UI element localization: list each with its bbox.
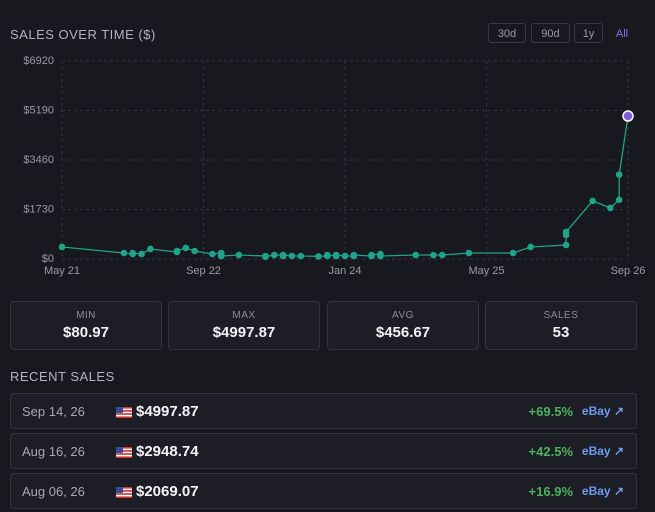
sale-row: Sep 14, 26 $4997.87 +69.5% eBay ↗ (10, 393, 637, 429)
stat-card: MAX $4997.87 (168, 301, 320, 350)
sale-row: Aug 06, 26 $2069.07 +16.9% eBay ↗ (10, 473, 637, 509)
range-button[interactable]: All (615, 28, 629, 40)
source-link[interactable]: eBay ↗ (581, 444, 624, 458)
sale-point (217, 252, 225, 260)
flag (116, 485, 132, 503)
sale-point (622, 110, 634, 122)
sale-point (589, 197, 596, 205)
sale-point (562, 228, 570, 236)
stat-card: MIN $80.97 (10, 301, 162, 350)
sale-point (315, 253, 322, 260)
sale-point (324, 251, 331, 259)
sale-point (341, 252, 349, 260)
sale-point (350, 251, 358, 259)
range-button[interactable]: 30d (488, 23, 526, 43)
source-link[interactable]: eBay ↗ (581, 484, 624, 498)
stat-label: AVG (392, 310, 414, 321)
sale-price: $4997.87 (136, 403, 199, 420)
x-tick-label: Sep 22 (186, 265, 221, 277)
sale-date: Aug 16, 26 (22, 444, 85, 459)
flag (116, 445, 132, 463)
stat-value: $4997.87 (212, 324, 276, 341)
flag-icon (116, 407, 132, 418)
sale-point (412, 251, 420, 259)
sale-point (129, 249, 137, 257)
sale-row: Aug 16, 26 $2948.74 +42.5% eBay ↗ (10, 433, 637, 469)
sale-point (430, 251, 437, 259)
sale-price: $2948.74 (136, 443, 199, 460)
section-title: RECENT SALES (10, 369, 115, 384)
sale-date: Sep 14, 26 (22, 404, 85, 419)
x-tick-label: Sep 26 (611, 265, 646, 277)
x-tick-label: May 21 (44, 265, 80, 277)
sale-point (262, 253, 269, 260)
sale-point (235, 251, 243, 259)
sale-point (607, 204, 614, 212)
sale-point (120, 249, 128, 257)
stat-label: MIN (76, 310, 96, 321)
stat-label: SALES (543, 310, 579, 321)
flag-icon (116, 487, 132, 498)
sale-point (147, 245, 154, 253)
sale-point (182, 244, 190, 252)
y-tick-label: $5190 (23, 104, 54, 116)
sale-point (332, 251, 340, 259)
flag (116, 405, 132, 423)
sale-point (270, 251, 278, 259)
chart: $0 $1730 $3460 $5190 $6920 May 21 Sep 22 Jan 24… (23, 55, 646, 277)
stat-label: MAX (232, 310, 256, 321)
range-button[interactable]: 90d (531, 23, 570, 43)
sale-point (615, 171, 623, 178)
sale-point (438, 251, 446, 259)
sale-point (527, 243, 535, 251)
sale-change: +69.5% (528, 404, 573, 419)
sale-point (173, 247, 181, 255)
sale-point (377, 252, 384, 260)
sale-point (209, 250, 216, 258)
sale-point (279, 251, 287, 259)
sale-point (297, 252, 305, 260)
sale-date: Aug 06, 26 (22, 484, 85, 499)
stat-value: $456.67 (375, 324, 431, 341)
sale-point (562, 241, 570, 249)
x-tick-label: May 25 (468, 265, 504, 277)
y-tick-label: $6920 (23, 55, 54, 67)
sale-change: +42.5% (528, 444, 573, 459)
sale-change: +16.9% (528, 484, 573, 499)
stat-card: SALES 53 (485, 301, 637, 350)
sale-point (138, 250, 145, 258)
sale-point (509, 249, 517, 257)
stat-value: 53 (552, 324, 570, 341)
y-tick-label: $3460 (23, 154, 54, 166)
chart-title: SALES OVER TIME ($) (10, 27, 156, 42)
source-link[interactable]: eBay ↗ (581, 404, 624, 418)
flag-icon (116, 447, 132, 458)
sale-point (368, 251, 375, 259)
x-tick-label: Jan 24 (328, 265, 361, 277)
sale-price: $2069.07 (136, 483, 199, 500)
stat-value: $80.97 (63, 324, 109, 341)
stat-card: AVG $456.67 (327, 301, 479, 350)
sale-point (58, 243, 66, 251)
range-button[interactable]: 1y (574, 23, 603, 43)
sale-point (615, 196, 623, 204)
y-tick-label: $0 (42, 253, 54, 265)
y-tick-label: $1730 (23, 203, 54, 215)
sale-point (288, 252, 296, 260)
sale-point (191, 247, 198, 255)
sale-point (465, 249, 473, 257)
